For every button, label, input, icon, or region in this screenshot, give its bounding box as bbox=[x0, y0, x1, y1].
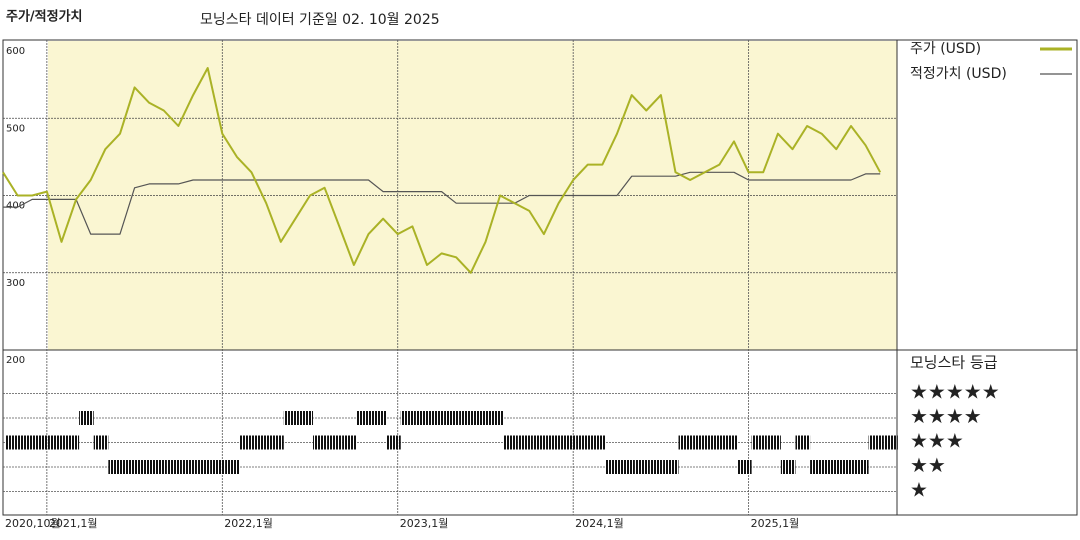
chart-title: 주가/적정가치 bbox=[6, 9, 83, 25]
rating-bar bbox=[79, 411, 94, 425]
x-tick-label: 2023,1월 bbox=[400, 517, 449, 530]
rating-bar bbox=[386, 435, 401, 450]
rating-bar bbox=[853, 460, 869, 474]
rating-bar bbox=[605, 460, 621, 474]
rating-bar bbox=[751, 435, 767, 450]
rating-bar bbox=[444, 411, 460, 425]
rating-bar bbox=[283, 411, 299, 425]
rating-bar bbox=[239, 435, 255, 450]
rating-bar bbox=[678, 435, 694, 450]
rating-bar bbox=[824, 460, 840, 474]
rating-bar bbox=[415, 411, 430, 425]
rating-bar bbox=[561, 435, 577, 450]
rating-level-label: ★★★★★ bbox=[910, 380, 1000, 404]
rating-level-label: ★ bbox=[910, 478, 928, 502]
rating-bar bbox=[649, 460, 664, 474]
rating-bar bbox=[313, 435, 328, 450]
chart-subtitle: 모닝스타 데이터 기준일 02. 10월 2025 bbox=[200, 12, 440, 28]
rating-bar bbox=[196, 460, 211, 474]
rating-bar bbox=[620, 460, 635, 474]
rating-bar bbox=[152, 460, 167, 474]
rating-bar bbox=[795, 435, 811, 450]
rating-bar bbox=[722, 435, 737, 450]
rating-bar bbox=[707, 435, 723, 450]
rating-bar bbox=[137, 460, 153, 474]
x-tick-label: 2025,1월 bbox=[751, 517, 800, 530]
y-tick-label: 200 bbox=[6, 355, 25, 366]
rating-bar bbox=[663, 460, 679, 474]
rating-bar bbox=[766, 435, 781, 450]
rating-bar bbox=[225, 460, 240, 474]
rating-bar bbox=[810, 460, 825, 474]
frame bbox=[2, 39, 1078, 516]
rating-bar bbox=[868, 435, 884, 450]
rating-bar bbox=[327, 435, 343, 450]
rating-bar bbox=[429, 411, 445, 425]
series-line bbox=[3, 171, 881, 235]
rating-bar bbox=[503, 435, 518, 450]
rating-bar bbox=[166, 460, 182, 474]
rating-level-label: ★★★★ bbox=[910, 404, 982, 428]
x-tick-label: 2024,1월 bbox=[575, 517, 624, 530]
x-tick-label: 2022,1월 bbox=[224, 517, 273, 530]
rating-bar bbox=[693, 435, 708, 450]
rating-bar bbox=[576, 435, 591, 450]
rating-bar bbox=[737, 460, 752, 474]
rating-bar bbox=[49, 435, 65, 450]
y-tick-label: 300 bbox=[6, 278, 25, 289]
legend-label: 적정가치 (USD) bbox=[910, 66, 1007, 82]
y-tick-label: 500 bbox=[6, 123, 25, 134]
rating-bar bbox=[210, 460, 226, 474]
rating-bar bbox=[20, 435, 36, 450]
rating-bar bbox=[459, 411, 474, 425]
rating-bar bbox=[780, 460, 796, 474]
rating-bar bbox=[634, 460, 650, 474]
rating-bar bbox=[883, 435, 898, 450]
rating-bar bbox=[356, 411, 372, 425]
rating-bar bbox=[35, 435, 50, 450]
rating-bar bbox=[269, 435, 284, 450]
legend-label: 주가 (USD) bbox=[910, 41, 981, 57]
series-line bbox=[2, 67, 882, 274]
rating-bar bbox=[590, 435, 606, 450]
rating-bar bbox=[473, 411, 489, 425]
rating-bar bbox=[6, 435, 21, 450]
rating-bar bbox=[488, 411, 504, 425]
rating-bar bbox=[517, 435, 533, 450]
rating-level-label: ★★★ bbox=[910, 429, 964, 453]
rating-bar bbox=[108, 460, 123, 474]
rating-bar bbox=[298, 411, 314, 425]
rating-bar bbox=[181, 460, 197, 474]
rating-bar bbox=[64, 435, 80, 450]
rating-bar bbox=[342, 435, 357, 450]
rating-level-label: ★★ bbox=[910, 453, 946, 477]
rating-bar bbox=[254, 435, 270, 450]
rating-bar bbox=[122, 460, 138, 474]
x-tick-label: 2020,10월 bbox=[5, 517, 61, 530]
rating-bar bbox=[371, 411, 387, 425]
x-tick-label: 2021,1월 bbox=[49, 517, 98, 530]
rating-bar bbox=[546, 435, 562, 450]
rating-title: 모닝스타 등급 bbox=[910, 354, 998, 372]
rating-bar bbox=[93, 435, 109, 450]
rating-bar bbox=[400, 411, 416, 425]
y-tick-label: 600 bbox=[6, 46, 25, 57]
y-tick-label: 400 bbox=[6, 201, 25, 212]
rating-bar bbox=[839, 460, 854, 474]
rating-bar bbox=[532, 435, 547, 450]
